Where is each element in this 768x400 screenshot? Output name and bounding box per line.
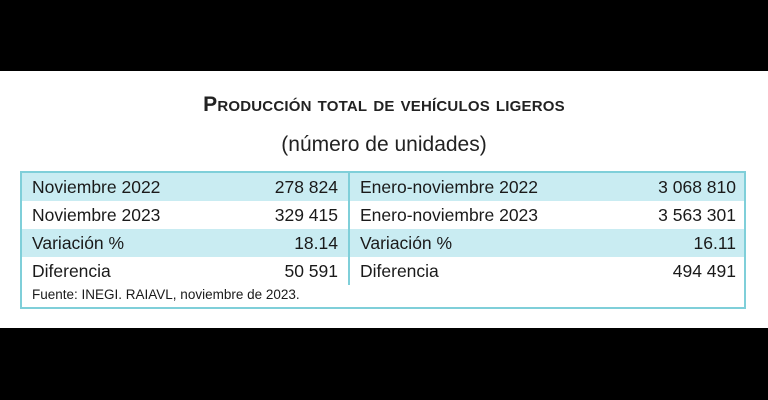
right-value: 3 068 810 (658, 177, 736, 197)
table-title: Producción total de vehículos ligeros (203, 93, 565, 116)
right-label: Enero-noviembre 2022 (360, 177, 539, 197)
table-row: Variación % 18.14 Variación % 16.11 (22, 229, 744, 257)
right-value: 3 563 301 (658, 205, 736, 225)
source-note: Fuente: INEGI. RAIAVL, noviembre de 2023… (32, 287, 300, 302)
right-value: 16.11 (693, 233, 737, 253)
table-subtitle: (número de unidades) (281, 133, 487, 156)
left-value: 329 415 (274, 205, 338, 225)
column-divider (348, 173, 350, 285)
left-label: Diferencia (32, 261, 111, 281)
left-label: Noviembre 2022 (32, 177, 161, 197)
left-label: Variación % (32, 233, 125, 253)
table-row: Noviembre 2023 329 415 Enero-noviembre 2… (22, 201, 744, 229)
right-label: Variación % (360, 233, 453, 253)
table-row: Diferencia 50 591 Diferencia 494 491 (22, 257, 744, 285)
right-label: Diferencia (360, 261, 439, 281)
right-value: 494 491 (672, 261, 736, 281)
left-value: 50 591 (284, 261, 338, 281)
right-label: Enero-noviembre 2023 (360, 205, 539, 225)
data-table: Noviembre 2022 278 824 Enero-noviembre 2… (20, 171, 746, 309)
table-row: Noviembre 2022 278 824 Enero-noviembre 2… (22, 173, 744, 201)
left-label: Noviembre 2023 (32, 205, 161, 225)
document-panel: Producción total de vehículos ligeros (n… (0, 71, 768, 328)
left-value: 18.14 (294, 233, 338, 253)
left-value: 278 824 (274, 177, 338, 197)
